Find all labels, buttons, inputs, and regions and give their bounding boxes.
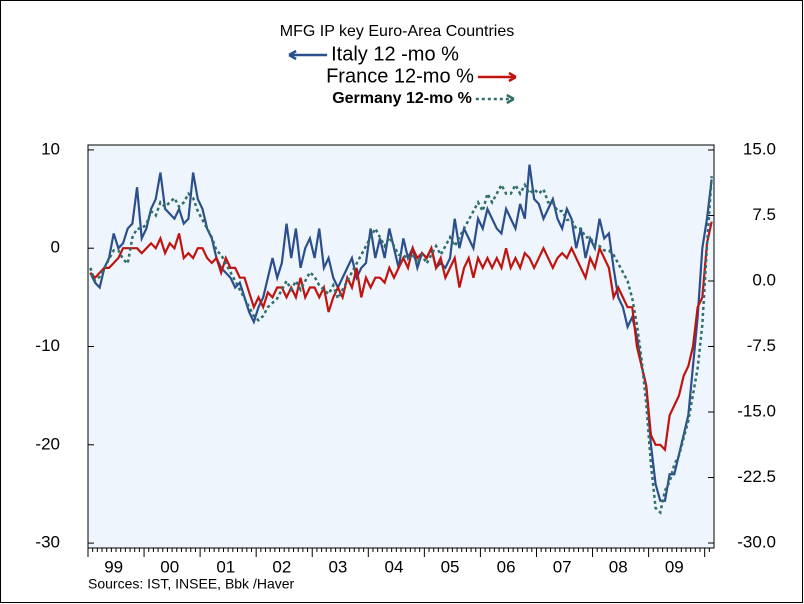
y-tick-label: -20: [35, 434, 60, 453]
legend-arrow: [506, 93, 515, 105]
x-tick-label: 05: [441, 557, 460, 576]
x-tick-label: 07: [553, 557, 572, 576]
y-tick-label: 0: [51, 238, 60, 257]
y2-tick-label: -15.0: [737, 401, 776, 420]
x-tick-label: 00: [160, 557, 179, 576]
series-line: [89, 176, 713, 515]
legend-label: France 12-mo %: [326, 65, 474, 87]
y2-tick-label: 15.0: [743, 139, 776, 158]
plot-area: [87, 144, 715, 549]
x-tick-label: 08: [609, 557, 628, 576]
x-tick-label: 99: [104, 557, 123, 576]
source-note: Sources: IST, INSEE, Bbk /Haver: [88, 576, 295, 592]
x-tick-label: 03: [328, 557, 347, 576]
y2-tick-label: 7.5: [752, 205, 776, 224]
x-tick-label: 01: [216, 557, 235, 576]
y-tick-label: 10: [41, 139, 60, 158]
x-tick-label: 02: [272, 557, 291, 576]
x-tick-label: 09: [665, 557, 684, 576]
legend-label: Italy 12 -mo %: [331, 43, 459, 65]
legend-arrow: [508, 71, 517, 83]
x-tick-label: 06: [497, 557, 516, 576]
y-tick-label: -10: [35, 336, 60, 355]
y2-tick-label: -22.5: [737, 467, 776, 486]
chart-title: MFG IP key Euro-Area Countries: [280, 23, 514, 40]
legend-arrow: [288, 49, 297, 61]
y-tick-label: -30: [35, 533, 60, 552]
series-line: [89, 164, 713, 502]
legend-label: Germany 12-mo %: [332, 90, 472, 107]
y2-tick-label: -7.5: [747, 336, 776, 355]
x-tick-label: 04: [385, 557, 404, 576]
series-line: [89, 221, 713, 453]
y2-tick-label: 0.0: [752, 270, 776, 289]
y2-tick-label: -30.0: [737, 533, 776, 552]
